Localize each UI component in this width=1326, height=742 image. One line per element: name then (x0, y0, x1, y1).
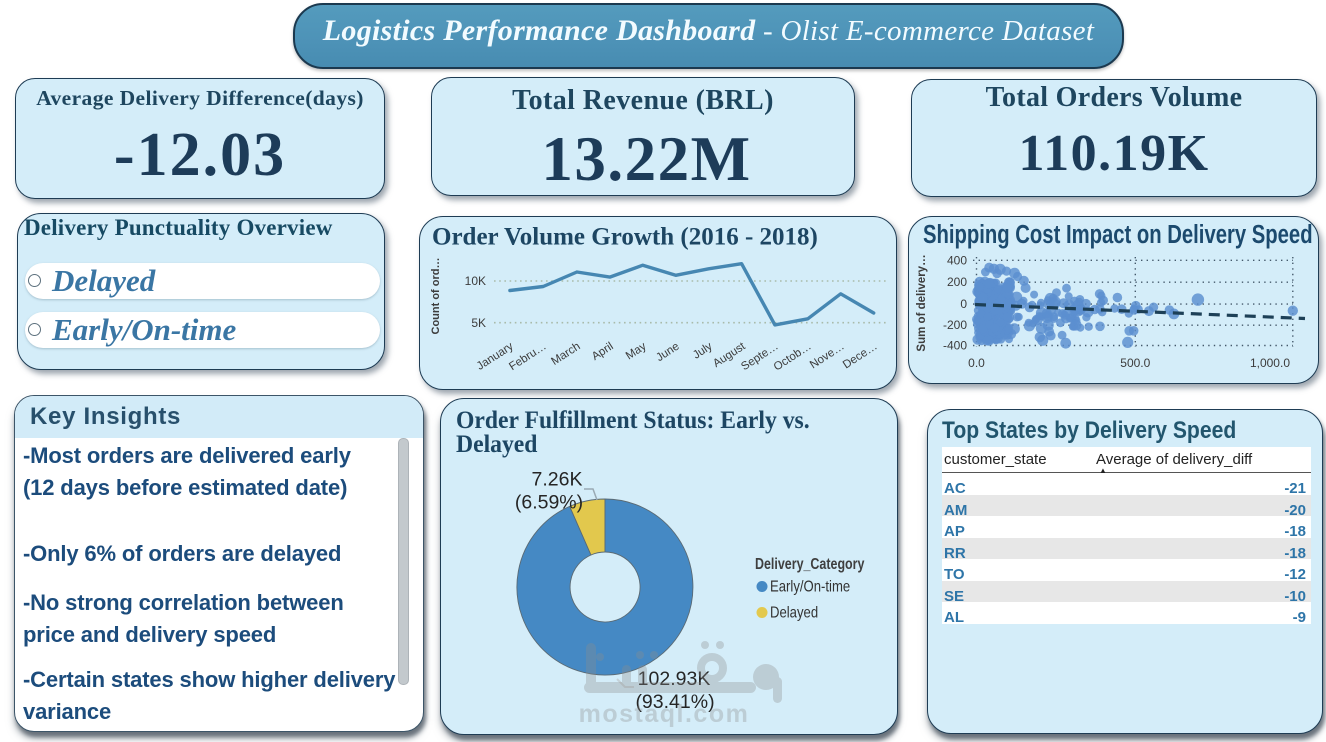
svg-text:400: 400 (947, 253, 967, 267)
svg-text:March: March (549, 340, 582, 367)
svg-text:Delayed: Delayed (770, 604, 818, 621)
svg-text:(6.59%): (6.59%) (515, 492, 583, 514)
svg-text:Shipping Cost Impact on Delive: Shipping Cost Impact on Delivery Speed (923, 220, 1313, 249)
svg-text:(93.41%): (93.41%) (635, 691, 714, 713)
svg-text:102.93K: 102.93K (638, 668, 711, 690)
svg-text:May: May (624, 340, 649, 362)
svg-text:0.0: 0.0 (968, 356, 985, 370)
svg-text:200: 200 (947, 275, 967, 289)
svg-text:-400: -400 (943, 339, 967, 353)
svg-text:5K: 5K (471, 316, 486, 330)
svg-text:Delivery_Category: Delivery_Category (755, 556, 864, 574)
svg-text:April: April (590, 340, 616, 363)
svg-text:June: June (654, 340, 681, 364)
svg-text:July: July (691, 340, 715, 361)
svg-text:500.0: 500.0 (1120, 356, 1150, 370)
svg-text:Count of ord…: Count of ord… (430, 258, 442, 335)
svg-text:Early/On-time: Early/On-time (770, 578, 850, 595)
svg-text:Nove…: Nove… (808, 340, 847, 371)
svg-text:-200: -200 (943, 318, 967, 332)
svg-text:0: 0 (960, 297, 967, 311)
svg-text:Order Volume Growth (2016 - 20: Order Volume Growth (2016 - 2018) (432, 224, 818, 251)
svg-text:Sum of delivery…: Sum of delivery… (916, 254, 928, 351)
svg-text:Dece…: Dece… (841, 340, 880, 371)
svg-text:Octob…: Octob… (772, 340, 814, 373)
svg-text:1,000.0: 1,000.0 (1250, 356, 1290, 370)
svg-text:7.26K: 7.26K (532, 469, 583, 491)
svg-text:Febru…: Febru… (507, 340, 548, 373)
svg-text:10K: 10K (465, 274, 486, 288)
